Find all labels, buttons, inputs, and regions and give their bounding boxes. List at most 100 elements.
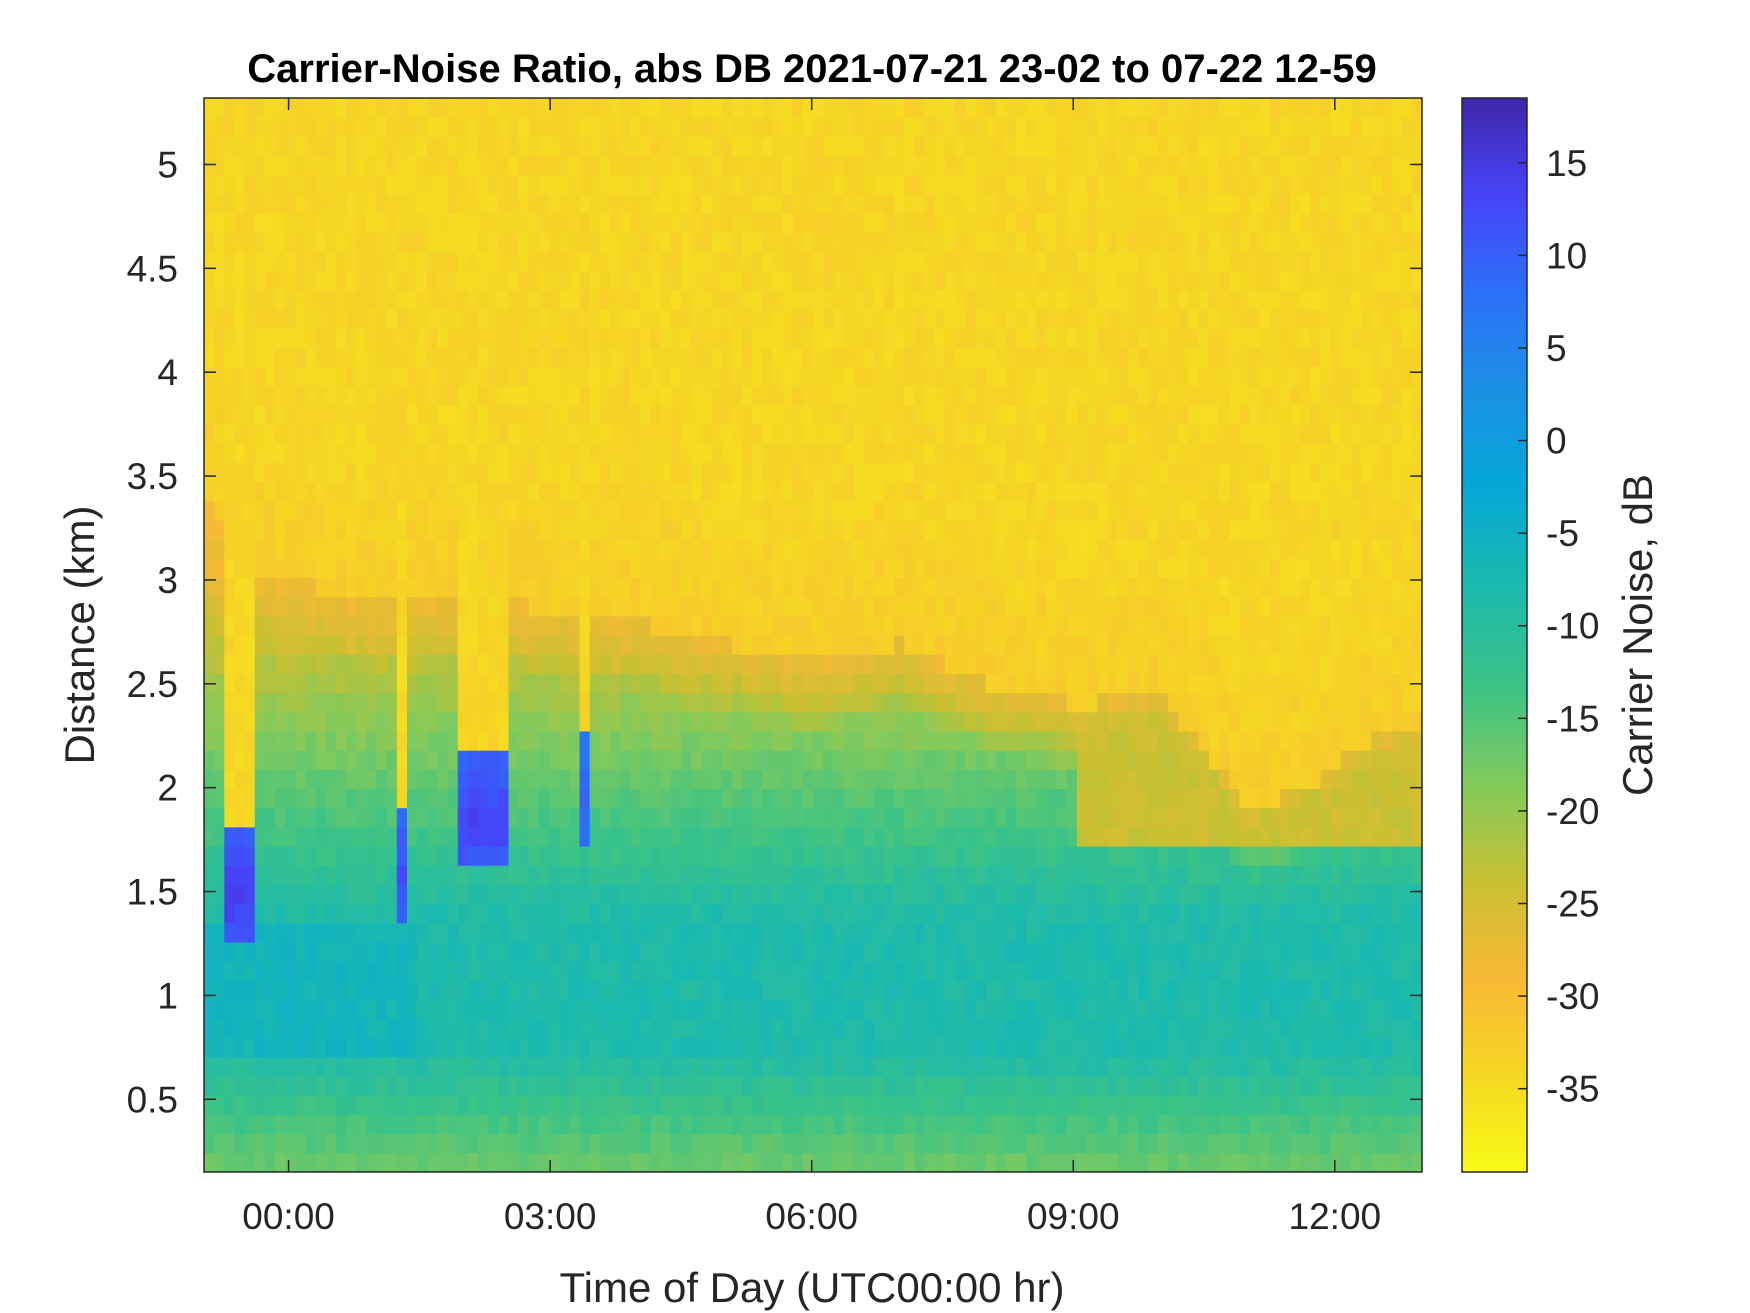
heatmap-cell: [325, 1056, 337, 1077]
heatmap-cell: [995, 404, 1007, 425]
heatmap-cell: [1076, 1056, 1088, 1077]
heatmap-cell: [285, 941, 296, 962]
heatmap-cell: [254, 251, 266, 272]
heatmap-cell: [640, 424, 652, 444]
heatmap-cell: [346, 117, 357, 137]
heatmap-cell: [467, 98, 479, 118]
heatmap-cell: [640, 596, 652, 617]
heatmap-cell: [823, 615, 834, 636]
heatmap-cell: [488, 769, 499, 790]
heatmap-cell: [965, 385, 976, 406]
heatmap-cell: [244, 807, 256, 828]
heatmap-cell: [599, 1133, 611, 1154]
heatmap-cell: [914, 730, 926, 751]
heatmap-cell: [569, 232, 581, 253]
heatmap-cell: [792, 961, 804, 981]
heatmap-cell: [457, 558, 469, 579]
heatmap-cell: [488, 232, 499, 253]
heatmap-cell: [813, 232, 824, 253]
heatmap-cell: [650, 845, 662, 866]
heatmap-cell: [549, 117, 560, 137]
heatmap-cell: [427, 462, 439, 483]
heatmap-cell: [488, 270, 499, 291]
heatmap-cell: [701, 98, 713, 118]
heatmap-cell: [335, 270, 347, 291]
heatmap-cell: [894, 577, 905, 598]
heatmap-cell: [518, 385, 530, 406]
heatmap-cell: [904, 961, 916, 981]
heatmap-cell: [681, 270, 692, 291]
heatmap-cell: [884, 750, 895, 770]
heatmap-cell: [985, 1095, 997, 1116]
heatmap-cell: [975, 328, 987, 348]
heatmap-cell: [417, 1133, 428, 1154]
heatmap-cell: [1005, 1114, 1017, 1135]
heatmap-cell: [721, 117, 733, 137]
heatmap-cell: [1097, 462, 1108, 483]
heatmap-cell: [325, 443, 337, 463]
heatmap-cell: [914, 654, 926, 674]
heatmap-cell: [863, 213, 875, 233]
heatmap-cell: [528, 1018, 540, 1039]
heatmap-cell: [1066, 596, 1078, 617]
heatmap-cell: [579, 136, 591, 157]
heatmap-cell: [792, 865, 804, 885]
heatmap-cell: [528, 865, 540, 885]
heatmap-cell: [701, 961, 713, 981]
heatmap-cell: [914, 328, 926, 348]
heatmap-cell: [244, 328, 256, 348]
heatmap-cell: [478, 577, 489, 598]
heatmap-cell: [498, 654, 510, 674]
heatmap-cell: [873, 500, 885, 521]
heatmap-cell: [863, 1114, 875, 1135]
heatmap-cell: [721, 788, 733, 809]
heatmap-cell: [782, 366, 794, 387]
heatmap-cell: [508, 366, 520, 387]
heatmap-cell: [1026, 424, 1037, 444]
heatmap-cell: [894, 903, 905, 924]
heatmap-cell: [823, 385, 834, 406]
heatmap-cell: [396, 769, 408, 790]
heatmap-cell: [254, 961, 266, 981]
heatmap-cell: [650, 443, 662, 463]
heatmap-cell: [457, 193, 469, 214]
heatmap-cell: [802, 635, 814, 655]
heatmap-cell: [1026, 845, 1037, 866]
heatmap-cell: [376, 443, 388, 463]
heatmap-cell: [813, 980, 824, 1000]
heatmap-cell: [884, 500, 895, 521]
heatmap-cell: [275, 596, 286, 617]
heatmap-cell: [427, 922, 439, 943]
heatmap-cell: [427, 328, 439, 348]
heatmap-cell: [356, 462, 367, 483]
heatmap-cell: [315, 596, 327, 617]
heatmap-cell: [944, 730, 956, 751]
heatmap-cell: [944, 193, 956, 214]
heatmap-cell: [670, 1152, 682, 1172]
heatmap-cell: [752, 845, 763, 866]
heatmap-cell: [366, 328, 378, 348]
heatmap-cell: [467, 174, 479, 195]
heatmap-cell: [731, 519, 743, 540]
heatmap-cell: [589, 750, 601, 770]
heatmap-cell: [681, 654, 692, 674]
heatmap-cell: [1005, 1133, 1017, 1154]
heatmap-cell: [1066, 174, 1078, 195]
heatmap-cell: [670, 558, 682, 579]
heatmap-cell: [498, 692, 510, 713]
heatmap-cell: [264, 519, 276, 540]
heatmap-cell: [955, 519, 966, 540]
heatmap-cell: [275, 500, 286, 521]
heatmap-cell: [549, 922, 560, 943]
heatmap-cell: [1076, 289, 1088, 310]
heatmap-cell: [640, 155, 652, 176]
heatmap-cell: [823, 596, 834, 617]
heatmap-cell: [579, 1114, 591, 1135]
heatmap-cell: [853, 750, 865, 770]
heatmap-cell: [437, 193, 449, 214]
heatmap-cell: [549, 711, 560, 732]
heatmap-cell: [214, 232, 225, 253]
heatmap-cell: [772, 845, 784, 866]
heatmap-cell: [478, 1056, 489, 1077]
heatmap-cell: [305, 1037, 317, 1058]
